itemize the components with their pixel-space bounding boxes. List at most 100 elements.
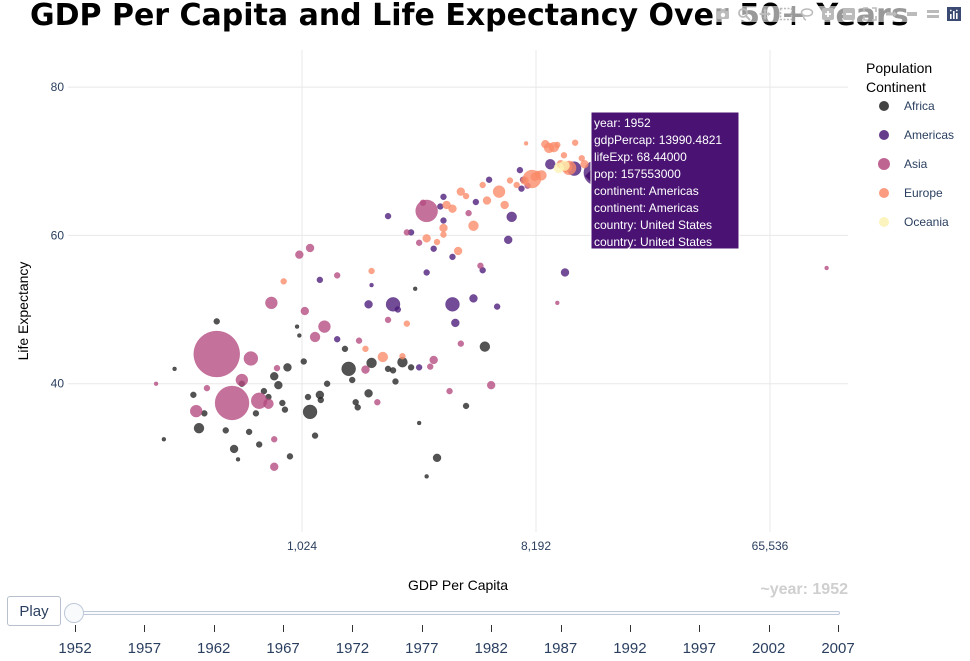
data-point-asia xyxy=(270,436,278,443)
data-point-europe xyxy=(479,181,486,189)
slider-rail[interactable] xyxy=(66,611,840,615)
slider-step-label[interactable]: 1997 xyxy=(682,640,716,657)
data-point-africa xyxy=(222,427,229,434)
data-point-asia xyxy=(446,387,453,395)
zoom-in-icon[interactable] xyxy=(821,7,835,21)
slider-step-label[interactable]: 1972 xyxy=(335,640,370,657)
legend-marker xyxy=(879,188,889,198)
data-point-europe xyxy=(377,351,389,363)
slider-tick-mark xyxy=(838,625,839,632)
slider-tick-mark xyxy=(421,625,423,632)
pan-icon[interactable] xyxy=(758,7,772,21)
data-point-americas xyxy=(333,335,341,343)
data-point-europe xyxy=(403,320,411,327)
data-point-europe xyxy=(523,141,529,146)
data-point-asia xyxy=(355,337,363,344)
hover-compare-icon[interactable] xyxy=(926,7,940,21)
legend-item-label: Oceania xyxy=(904,215,949,229)
data-point-africa xyxy=(252,410,260,417)
slider-step-label[interactable]: 1952 xyxy=(58,640,92,657)
reset-axes-icon[interactable] xyxy=(884,7,898,21)
x-axis-title: GDP Per Capita xyxy=(408,577,508,593)
data-point-europe xyxy=(536,170,547,181)
data-point-asia xyxy=(189,404,203,418)
slider-step-label[interactable]: 1967 xyxy=(266,640,300,657)
slider-tick-mark xyxy=(144,625,146,632)
data-point-europe xyxy=(448,204,457,213)
data-point-europe xyxy=(513,181,520,189)
data-point-europe xyxy=(468,220,479,231)
data-point-americas xyxy=(364,300,373,309)
data-point-americas xyxy=(451,318,460,328)
legend-item-label: Americas xyxy=(904,128,954,142)
data-point-africa xyxy=(255,441,263,448)
slider-step-label[interactable]: 1962 xyxy=(197,640,231,657)
spike-lines-icon[interactable] xyxy=(905,7,919,21)
data-point-asia xyxy=(203,384,211,392)
slider-step-label[interactable]: 1982 xyxy=(474,640,508,657)
modebar xyxy=(713,6,964,22)
slider-handle[interactable] xyxy=(64,603,84,623)
data-point-asia xyxy=(384,316,392,324)
zoom-out-icon[interactable] xyxy=(842,7,856,21)
data-point-asia xyxy=(214,385,250,421)
autoscale-icon[interactable] xyxy=(863,7,877,21)
hover-line: continent: Americas xyxy=(594,201,699,215)
data-point-europe xyxy=(462,192,470,200)
data-point-africa xyxy=(245,428,253,436)
slider-step-label[interactable]: 1987 xyxy=(543,640,578,657)
data-point-africa xyxy=(294,324,300,329)
data-point-oceania xyxy=(559,160,570,171)
data-point-americas xyxy=(316,276,324,284)
data-point-africa xyxy=(392,378,399,385)
data-point-africa xyxy=(161,437,167,442)
data-point-africa xyxy=(300,358,307,365)
play-button[interactable]: Play xyxy=(7,596,61,626)
data-point-africa xyxy=(341,361,356,377)
data-point-africa xyxy=(341,345,349,353)
data-point-africa xyxy=(389,367,397,374)
camera-icon[interactable] xyxy=(716,7,730,21)
data-point-americas xyxy=(394,306,402,313)
data-point-asia xyxy=(305,243,315,253)
slider-step-label[interactable]: 1957 xyxy=(127,640,162,657)
slider-step-label[interactable]: 2002 xyxy=(751,640,786,657)
data-point-asia xyxy=(309,331,321,343)
data-point-europe xyxy=(560,152,568,159)
data-point-europe xyxy=(453,246,463,256)
data-point-africa xyxy=(193,422,205,434)
data-point-africa xyxy=(348,376,356,384)
x-tick-label: 8,192 xyxy=(521,539,551,553)
data-point-americas xyxy=(469,294,478,303)
data-point-africa xyxy=(412,286,418,292)
legend: Population Continent Africa Americas Asia Eur… xyxy=(866,60,954,229)
box-select-icon[interactable] xyxy=(779,7,793,21)
data-point-asia xyxy=(403,229,411,236)
zoom-icon[interactable] xyxy=(737,7,751,21)
data-point-asia xyxy=(193,330,240,378)
data-point-americas xyxy=(485,176,493,184)
slider-step-label[interactable]: 2007 xyxy=(821,640,855,657)
slider-step-label[interactable]: 1992 xyxy=(613,640,647,657)
data-point-europe xyxy=(482,196,492,205)
data-point-asia xyxy=(235,373,249,387)
hover-box xyxy=(590,111,740,250)
data-point-europe xyxy=(440,231,447,238)
slider-tick-mark xyxy=(75,625,76,632)
data-point-asia xyxy=(273,364,281,372)
data-point-asia xyxy=(269,462,279,471)
data-point-africa xyxy=(274,380,283,390)
data-point-africa xyxy=(229,444,239,454)
lasso-icon[interactable] xyxy=(800,7,814,21)
plotly-logo-icon[interactable] xyxy=(947,7,961,21)
data-point-africa xyxy=(302,404,318,420)
data-point-asia xyxy=(824,265,829,271)
y-tick-label: 60 xyxy=(51,228,65,242)
slider-step-label[interactable]: 1977 xyxy=(405,640,439,657)
x-tick-label: 1,024 xyxy=(287,539,317,553)
y-axis-title: Life Expectancy xyxy=(15,262,31,361)
data-point-africa xyxy=(235,457,241,462)
slider-tick-mark xyxy=(283,625,285,632)
data-point-asia xyxy=(361,365,370,374)
